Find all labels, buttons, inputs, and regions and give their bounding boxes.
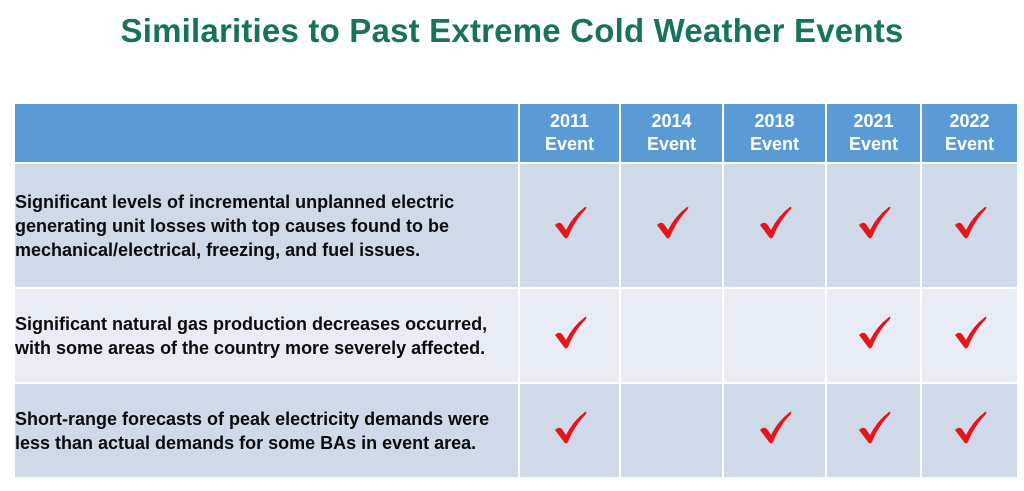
check-cell	[722, 287, 827, 384]
checkmark-icon	[856, 410, 892, 446]
row-description: Significant natural gas production decre…	[13, 287, 520, 384]
checkmark-icon	[654, 205, 690, 241]
checkmark-icon	[952, 315, 988, 351]
column-label: Event	[848, 134, 899, 154]
check-cell	[920, 287, 1019, 384]
table-header-row: 2011 Event 2014 Event 2018 Event 2021 Ev…	[13, 102, 1019, 164]
checkmark-icon	[552, 205, 588, 241]
check-cell	[825, 382, 922, 479]
checkmark-icon	[757, 410, 793, 446]
page-title: Similarities to Past Extreme Cold Weathe…	[120, 12, 904, 49]
checkmark-icon	[952, 205, 988, 241]
column-header-2022: 2022 Event	[920, 102, 1019, 164]
column-year: 2014	[651, 111, 692, 131]
column-label: Event	[646, 134, 697, 154]
column-label: Event	[544, 134, 595, 154]
header-blank-cell	[13, 102, 520, 164]
check-cell	[722, 162, 827, 289]
column-year: 2018	[754, 111, 795, 131]
checkmark-icon	[552, 410, 588, 446]
row-description: Significant levels of incremental unplan…	[13, 162, 520, 289]
check-cell	[722, 382, 827, 479]
comparison-table: 2011 Event 2014 Event 2018 Event 2021 Ev…	[13, 102, 1019, 479]
column-year: 2021	[853, 111, 894, 131]
check-cell	[518, 287, 621, 384]
check-cell	[518, 382, 621, 479]
table-row: Short-range forecasts of peak electricit…	[13, 382, 1019, 479]
table-row: Significant levels of incremental unplan…	[13, 162, 1019, 289]
column-label: Event	[749, 134, 800, 154]
check-cell	[619, 287, 724, 384]
check-cell	[619, 382, 724, 479]
column-header-2018: 2018 Event	[722, 102, 827, 164]
checkmark-icon	[757, 205, 793, 241]
column-year: 2022	[949, 111, 990, 131]
column-header-2014: 2014 Event	[619, 102, 724, 164]
column-header-2021: 2021 Event	[825, 102, 922, 164]
check-cell	[920, 162, 1019, 289]
checkmark-icon	[856, 205, 892, 241]
column-label: Event	[944, 134, 995, 154]
column-header-2011: 2011 Event	[518, 102, 621, 164]
check-cell	[825, 162, 922, 289]
checkmark-icon	[552, 315, 588, 351]
table-row: Significant natural gas production decre…	[13, 287, 1019, 384]
check-cell	[619, 162, 724, 289]
checkmark-icon	[856, 315, 892, 351]
column-year: 2011	[549, 111, 590, 131]
check-cell	[920, 382, 1019, 479]
check-cell	[825, 287, 922, 384]
check-cell	[518, 162, 621, 289]
checkmark-icon	[952, 410, 988, 446]
row-description: Short-range forecasts of peak electricit…	[13, 382, 520, 479]
